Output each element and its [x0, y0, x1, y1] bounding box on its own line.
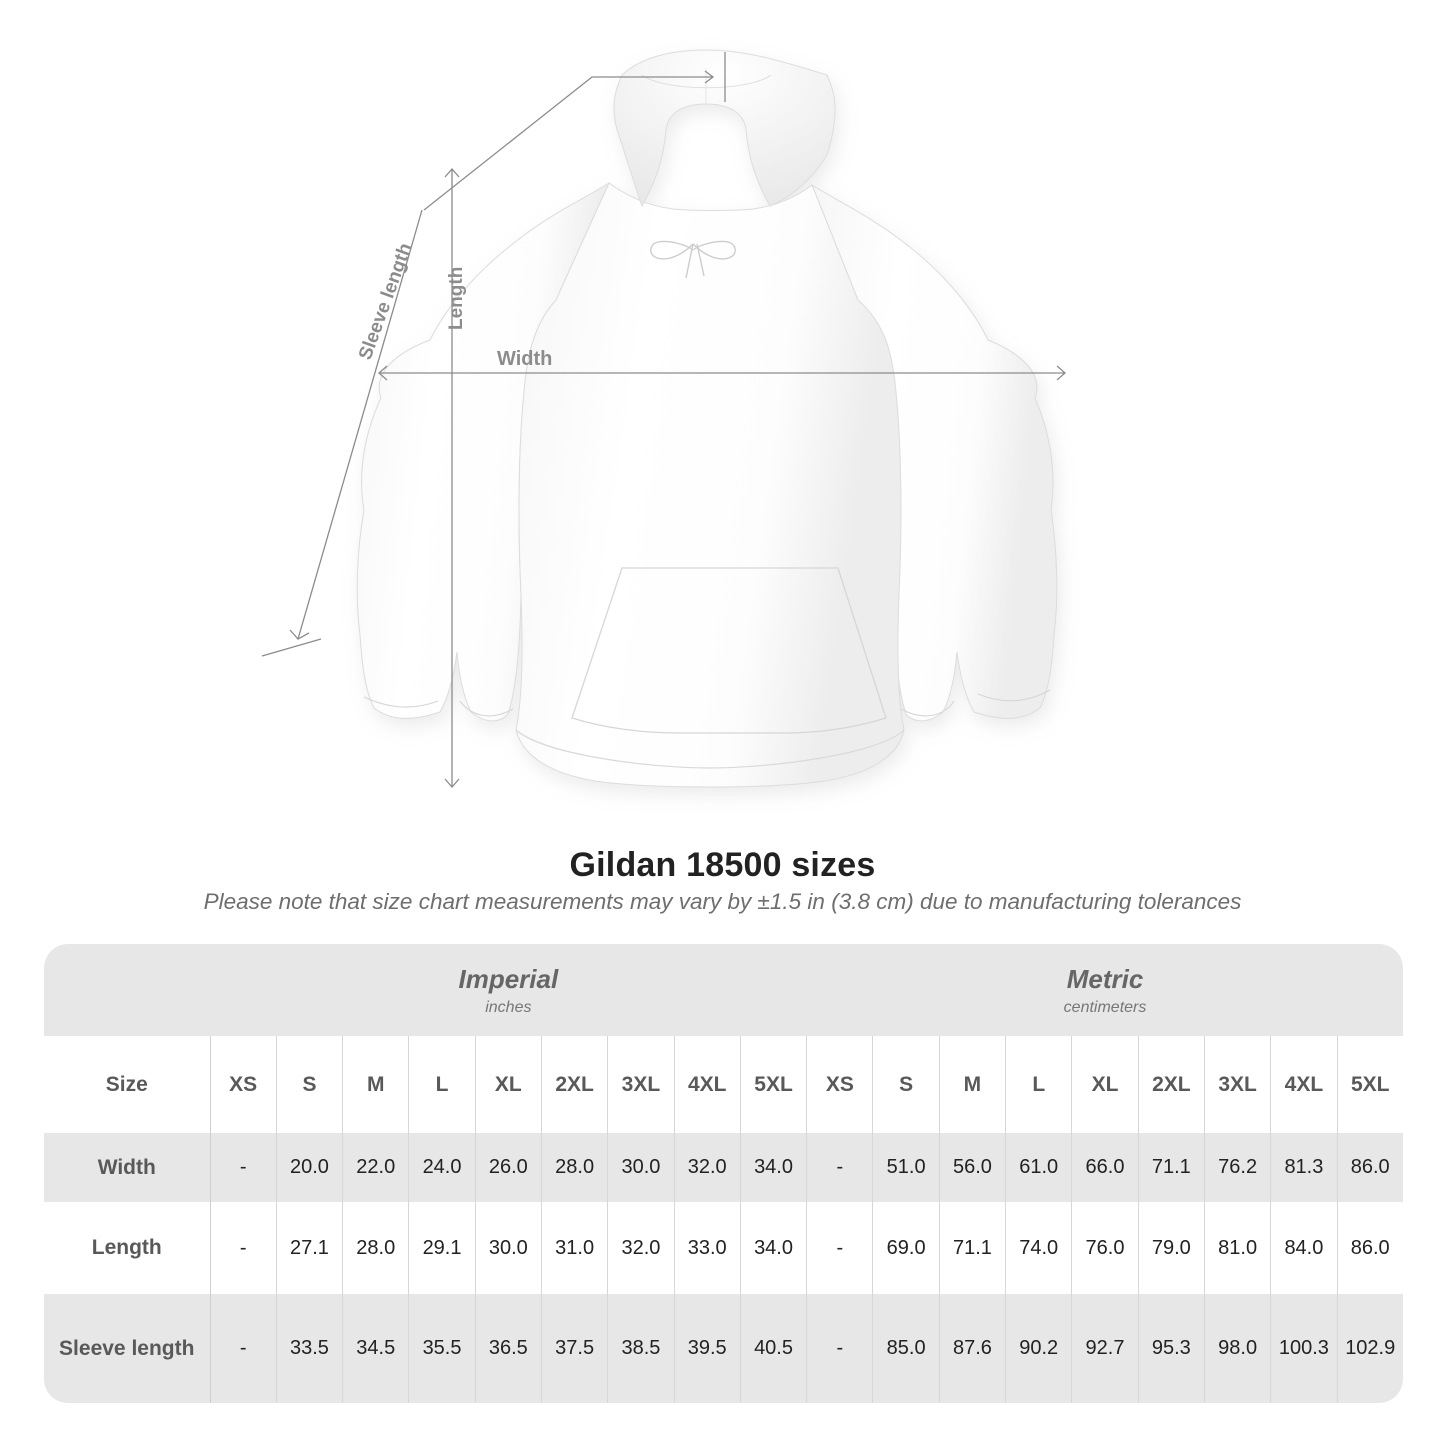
svg-text:Sleeve length: Sleeve length: [355, 240, 417, 362]
svg-text:Length: Length: [446, 267, 467, 330]
svg-text:Width: Width: [497, 348, 552, 370]
